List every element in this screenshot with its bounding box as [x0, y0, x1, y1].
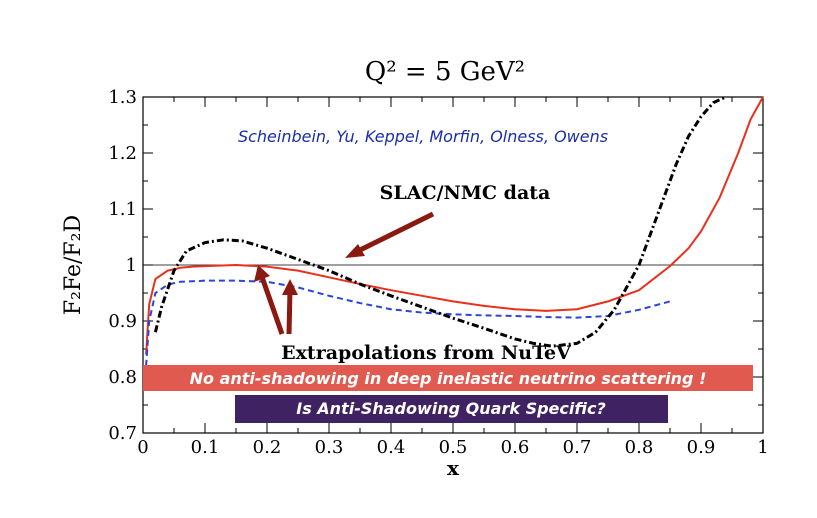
x-tick-label: 0.8 — [625, 437, 654, 458]
y-tick-label: 1.1 — [108, 199, 137, 220]
y-tick-label: 1.2 — [108, 143, 137, 164]
x-tick-label: 0.2 — [253, 437, 282, 458]
x-tick-label: 0.1 — [191, 437, 220, 458]
x-tick-label: 0.7 — [563, 437, 592, 458]
x-tick-label: 0.3 — [315, 437, 344, 458]
banner-anti-shadowing — [143, 365, 753, 391]
authors-annotation: Scheinbein, Yu, Keppel, Morfin, Olness, … — [238, 127, 608, 146]
axis-tick-labels: 0 0.1 0.2 0.3 0.4 0.5 0.6 0.7 0.8 0.9 1 0.7 0.8 0.9 1 1… — [108, 87, 768, 458]
extrapolation-arrow-left — [254, 265, 285, 335]
extrapolations-annotation: Extrapolations from NuTeV — [281, 342, 572, 364]
x-tick-label: 0.6 — [501, 437, 530, 458]
axis-ticks — [142, 96, 764, 434]
extrapolation-arrow-right — [282, 279, 298, 335]
banner-quark-specific-text: Is Anti-Shadowing Quark Specific? — [296, 399, 605, 418]
y-axis-label: F₂Fe/F₂D — [61, 215, 86, 315]
series-group — [145, 95, 764, 366]
x-tick-label: 1 — [757, 437, 768, 458]
series-line-2 — [145, 279, 671, 366]
y-tick-label: 1 — [126, 255, 137, 276]
y-tick-label: 1.3 — [108, 87, 137, 108]
x-tick-label: 0 — [137, 437, 148, 458]
series-line-3 — [153, 95, 727, 348]
slac-nmc-annotation: SLAC/NMC data — [380, 182, 551, 204]
banner-anti-shadowing-text: No anti-shadowing in deep inelastic neut… — [190, 369, 707, 388]
banner-quark-specific — [235, 395, 668, 423]
slac-arrow — [345, 211, 435, 258]
series-line-1 — [145, 96, 764, 355]
x-tick-label: 0.9 — [687, 437, 716, 458]
x-axis-label: x — [447, 456, 460, 480]
chart-title: Q² = 5 GeV² — [365, 57, 525, 87]
y-tick-label: 0.9 — [108, 311, 137, 332]
x-tick-label: 0.5 — [439, 437, 468, 458]
y-tick-label: 0.8 — [108, 367, 137, 388]
y-tick-label: 0.7 — [108, 423, 137, 444]
x-tick-label: 0.4 — [377, 437, 406, 458]
